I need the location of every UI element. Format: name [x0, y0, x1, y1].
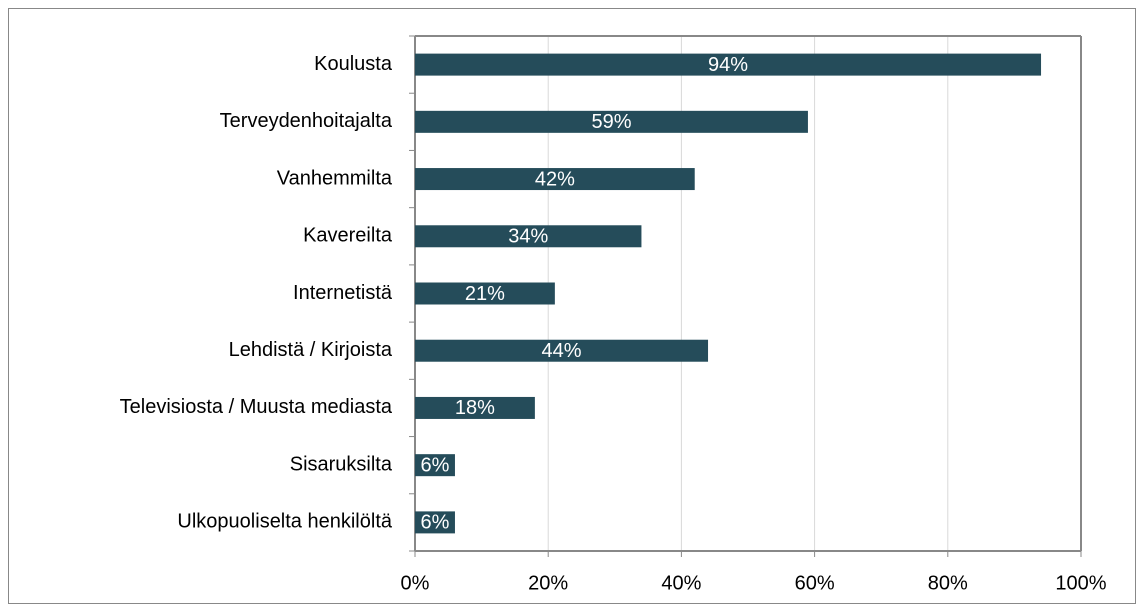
bar	[415, 110, 808, 133]
data-label: 44%	[542, 340, 582, 362]
x-tick-label: 80%	[928, 572, 968, 594]
data-label: 42%	[535, 168, 575, 190]
data-label: 6%	[421, 512, 450, 534]
data-label: 21%	[465, 283, 505, 305]
y-tick-label: Kavereilta	[303, 225, 393, 247]
bar	[415, 168, 695, 191]
y-tick-label: Terveydenhoitajalta	[220, 110, 393, 132]
y-tick-label: Internetistä	[293, 282, 393, 304]
y-tick-label: Ulkopuoliselta henkilöltä	[177, 511, 392, 533]
y-tick-label: Koulusta	[314, 53, 393, 75]
data-label: 94%	[708, 54, 748, 76]
bar	[415, 225, 642, 248]
data-label: 18%	[455, 397, 495, 419]
bar	[415, 339, 709, 362]
data-label: 34%	[508, 226, 548, 248]
x-tick-label: 40%	[661, 572, 701, 594]
y-tick-label: Vanhemmilta	[277, 167, 393, 189]
y-tick-label: Sisaruksilta	[290, 453, 393, 475]
data-label: 6%	[421, 454, 450, 476]
data-label: 59%	[591, 111, 631, 133]
bar	[415, 53, 1042, 76]
x-tick-label: 60%	[795, 572, 835, 594]
bar	[415, 511, 455, 534]
x-tick-label: 0%	[401, 572, 430, 594]
bar	[415, 454, 455, 477]
y-tick-label: Lehdistä / Kirjoista	[229, 339, 393, 361]
bar	[415, 396, 535, 419]
bar	[415, 282, 555, 305]
x-tick-label: 100%	[1055, 572, 1106, 594]
y-tick-label: Televisiosta / Muusta mediasta	[120, 396, 393, 418]
x-tick-label: 20%	[528, 572, 568, 594]
